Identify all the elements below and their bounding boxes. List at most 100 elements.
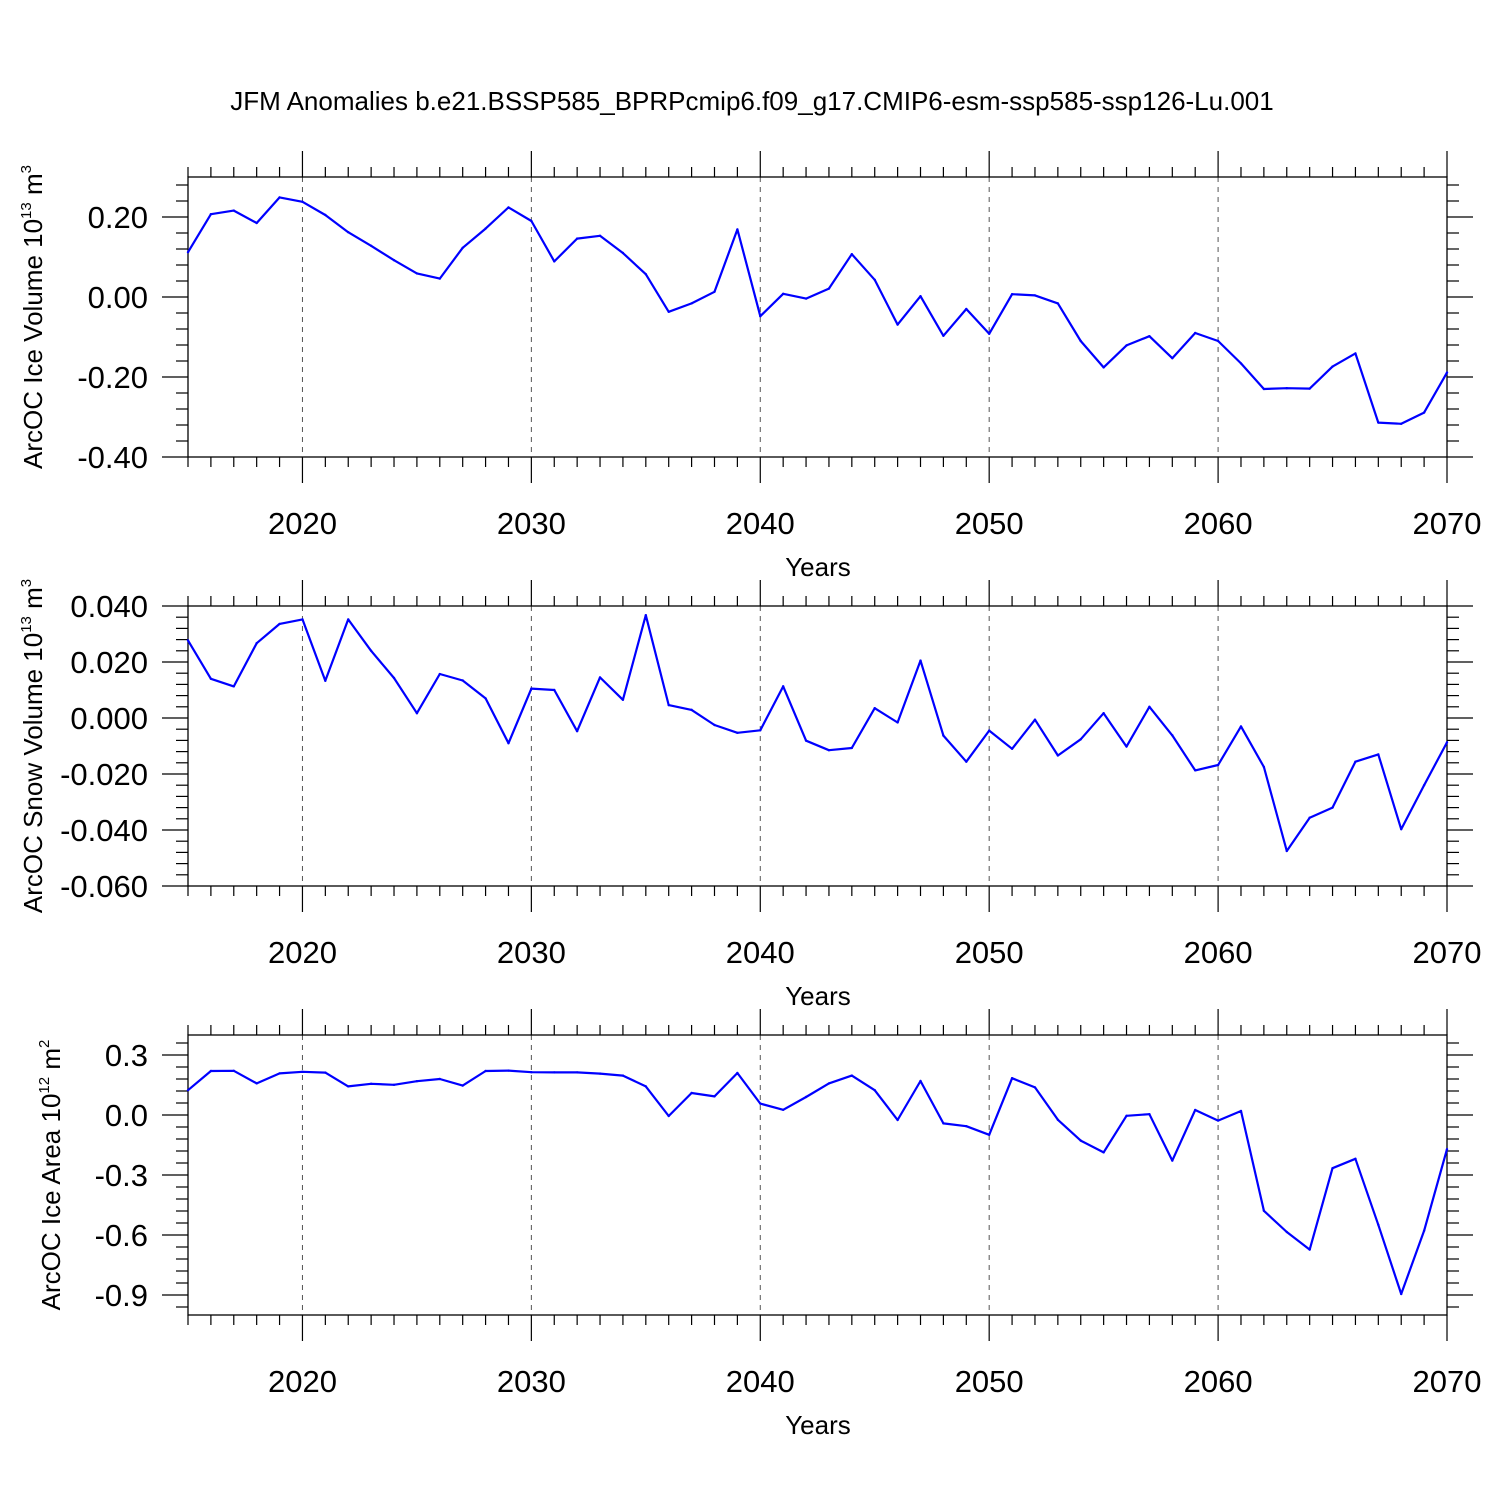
- data-point: [598, 234, 602, 237]
- y-tick-label: -0.40: [77, 440, 148, 475]
- data-point: [392, 1083, 396, 1087]
- data-point: [461, 679, 464, 682]
- data-point: [438, 1077, 441, 1081]
- y-tick-label: -0.20: [77, 360, 148, 395]
- data-point: [896, 1118, 899, 1122]
- data-point: [987, 332, 991, 335]
- data-point: [1445, 741, 1449, 744]
- data-point: [484, 1069, 487, 1073]
- data-point: [1033, 294, 1037, 297]
- data-point: [1171, 734, 1174, 737]
- data-point: [347, 231, 350, 234]
- data-point: [644, 614, 648, 617]
- data-point: [942, 734, 945, 737]
- data-point: [850, 1074, 854, 1077]
- data-point: [1079, 339, 1082, 343]
- series-line-snow-volume: [187, 614, 1448, 853]
- y-tick-label: -0.6: [95, 1218, 148, 1253]
- x-tick-label: 2030: [497, 506, 566, 541]
- data-point: [415, 1080, 419, 1083]
- data-point: [186, 1089, 190, 1092]
- x-tick-label: 2020: [268, 935, 337, 970]
- x-tick-label: 2070: [1413, 506, 1482, 541]
- data-point: [919, 1079, 922, 1083]
- data-point: [713, 723, 716, 727]
- data-point: [873, 707, 876, 710]
- data-point: [667, 1114, 670, 1118]
- data-point: [827, 749, 831, 752]
- data-point: [301, 1070, 304, 1074]
- panel-ice-area: 0.3 0.0 -0.3 -0.6 -0.9 2020 2030 2040 2050 2060 20…: [36, 1009, 1481, 1440]
- data-point: [1262, 765, 1266, 769]
- y-axis-title-unit: m: [18, 587, 48, 616]
- x-ticks: [187, 580, 1448, 912]
- x-tick-label: 2020: [268, 506, 337, 541]
- data-point: [873, 278, 876, 281]
- data-point: [827, 287, 831, 290]
- data-point: [301, 200, 304, 203]
- data-point: [1171, 1159, 1174, 1162]
- data-point: [1400, 827, 1403, 831]
- data-point: [1239, 362, 1243, 365]
- data-point: [255, 1082, 258, 1085]
- data-point: [598, 676, 602, 679]
- y-axis-title-unit-exponent: 2: [36, 1040, 53, 1048]
- data-point: [1262, 387, 1266, 391]
- series-line-ice-area: [187, 1069, 1449, 1296]
- data-point: [461, 246, 464, 249]
- data-point: [1354, 760, 1357, 763]
- data-point: [827, 1082, 831, 1085]
- data-point: [324, 679, 327, 682]
- data-points: [186, 614, 1449, 853]
- data-point: [369, 1082, 373, 1086]
- panel-snow-volume: 0.040 0.020 0.000 -0.020 -0.040 -0.060 2020 203…: [18, 579, 1481, 1011]
- x-tick-label: 2050: [955, 935, 1024, 970]
- data-point: [1033, 1086, 1037, 1089]
- data-point: [965, 307, 968, 311]
- data-point: [392, 676, 396, 680]
- y-tick-label: 0.0: [105, 1098, 148, 1133]
- data-point: [461, 1084, 464, 1087]
- x-tick-label: 2020: [268, 1364, 337, 1399]
- data-point: [209, 677, 213, 680]
- data-point: [1216, 1119, 1220, 1122]
- data-point: [1216, 339, 1220, 343]
- data-point: [209, 213, 213, 216]
- data-point: [987, 729, 991, 732]
- data-point: [301, 618, 304, 621]
- data-point: [987, 1133, 991, 1137]
- plot-frame: [187, 1034, 1448, 1316]
- data-point: [1010, 747, 1014, 750]
- data-point: [1148, 335, 1151, 338]
- data-point: [598, 1072, 602, 1075]
- x-axis-title: Years: [785, 981, 851, 1011]
- data-point: [1400, 422, 1403, 425]
- data-point: [781, 1108, 785, 1112]
- data-point: [1285, 1230, 1288, 1234]
- data-point: [1010, 293, 1014, 296]
- data-point: [484, 697, 487, 700]
- y-axis-title-exponent: 12: [36, 1077, 53, 1094]
- data-point: [804, 739, 808, 742]
- data-point: [232, 209, 235, 212]
- series-line-ice-volume: [187, 196, 1448, 425]
- data-point: [667, 703, 670, 707]
- data-point: [1377, 1223, 1380, 1227]
- y-tick-label: 0.040: [70, 589, 148, 624]
- y-axis-title: ArcOC Ice Volume 1013 m3: [18, 165, 48, 469]
- data-point: [1308, 816, 1311, 819]
- data-point: [484, 227, 487, 230]
- y-axis-title-main: ArcOC Ice Area 10: [36, 1094, 66, 1311]
- plot-frame: [187, 176, 1448, 458]
- data-point: [324, 213, 327, 217]
- x-axis-title: Years: [785, 1410, 851, 1440]
- data-point: [530, 687, 533, 690]
- data-points: [186, 1069, 1449, 1296]
- x-tick-label: 2050: [955, 1364, 1024, 1399]
- data-point: [415, 712, 419, 715]
- y-tick-label: -0.9: [95, 1278, 148, 1313]
- y-ticks: [162, 184, 1473, 458]
- data-point: [1377, 421, 1380, 424]
- data-point: [1354, 352, 1357, 355]
